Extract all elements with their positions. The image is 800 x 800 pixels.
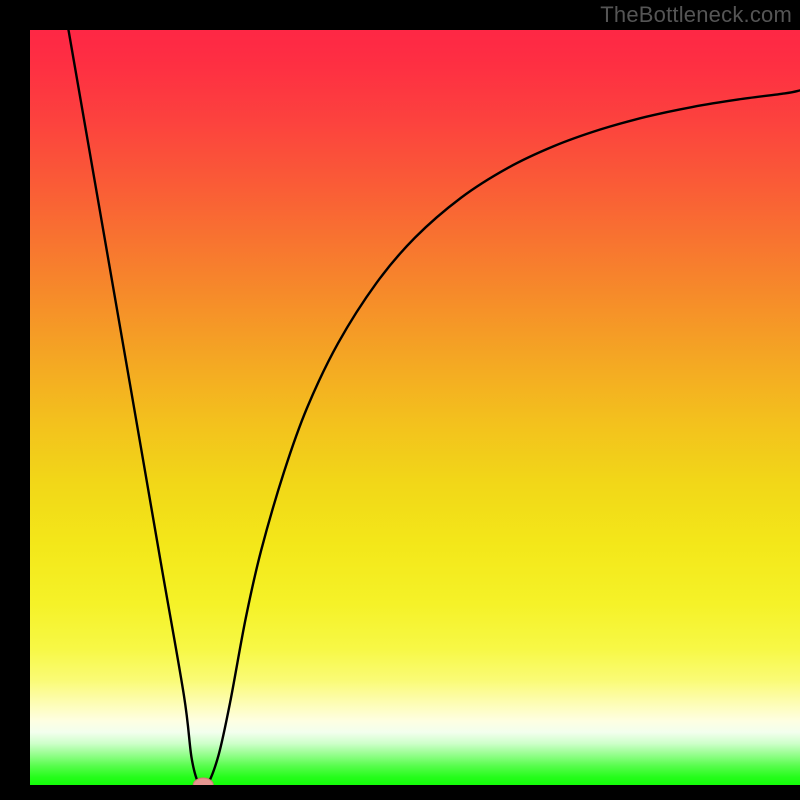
background-gradient bbox=[30, 30, 800, 785]
watermark-text: TheBottleneck.com bbox=[600, 2, 792, 28]
chart-stage: TheBottleneck.com bbox=[0, 0, 800, 800]
frame-bottom bbox=[0, 785, 800, 800]
frame-left bbox=[0, 0, 30, 800]
